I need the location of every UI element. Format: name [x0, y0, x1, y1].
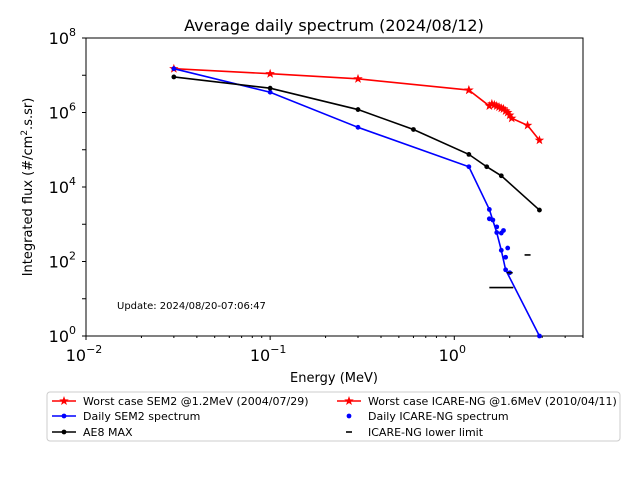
- star-marker: [484, 100, 495, 110]
- dot-marker: [494, 230, 500, 235]
- legend-dot: [61, 413, 67, 419]
- star-marker: [502, 107, 513, 117]
- dot-marker: [498, 173, 504, 179]
- dot-marker: [267, 85, 273, 91]
- legend-entry-0: Worst case SEM2 @1.2MeV (2004/07/29): [52, 395, 308, 408]
- legend-label: Worst case ICARE-NG @1.6MeV (2010/04/11): [368, 395, 617, 408]
- dot-marker: [171, 74, 177, 80]
- legend-entry-4: AE8 MAX: [52, 426, 133, 439]
- tick-label-exponent: −2: [86, 343, 102, 356]
- chart-marks: [169, 63, 545, 339]
- dot-marker: [505, 245, 511, 251]
- dot-marker: [537, 207, 542, 213]
- tick-label-exponent: 0: [459, 343, 466, 356]
- tick-label-exponent: 4: [69, 175, 76, 188]
- dot-marker: [503, 254, 509, 260]
- legend-label: Daily ICARE-NG spectrum: [368, 410, 509, 423]
- star-marker: [498, 103, 509, 113]
- star-marker: [265, 68, 275, 78]
- x-tick-label: 100: [439, 343, 466, 365]
- y-tick-label: 106: [49, 101, 76, 123]
- y-axis-label-tail: .s.sr): [21, 98, 36, 130]
- y-tick-label: 102: [49, 250, 76, 272]
- series-4: [171, 74, 542, 213]
- x-tick-label: 10−2: [66, 343, 103, 365]
- series-3: [486, 216, 513, 276]
- y-axis-label-main: Integrated flux (#/cm: [21, 136, 36, 277]
- legend-label: AE8 MAX: [83, 426, 133, 439]
- star-marker: [464, 85, 474, 95]
- legend-label: Daily SEM2 spectrum: [83, 410, 200, 423]
- legend-dot: [346, 413, 352, 419]
- series-2: [171, 66, 542, 339]
- dot-marker: [486, 207, 492, 212]
- legend-frame: [46, 391, 621, 442]
- y-axis-label: Integrated flux (#/cm2.s.sr): [20, 98, 36, 277]
- legend-entry-1: Worst case ICARE-NG @1.6MeV (2010/04/11): [337, 395, 617, 408]
- tick-label-base: 10: [66, 346, 86, 365]
- legend-star: [59, 396, 69, 406]
- series-5: [489, 254, 531, 289]
- tick-label-exponent: −1: [270, 343, 286, 356]
- tick-label-base: 10: [49, 178, 69, 197]
- dot-marker: [466, 164, 472, 170]
- dot-marker: [494, 224, 500, 230]
- tick-label-base: 10: [49, 253, 69, 272]
- legend: Worst case SEM2 @1.2MeV (2004/07/29) Wors…: [46, 391, 621, 442]
- star-marker: [522, 120, 533, 130]
- tick-label-exponent: 8: [69, 26, 76, 39]
- series-line: [173, 76, 540, 211]
- tick-label-base: 10: [49, 29, 69, 48]
- chart-title: Average daily spectrum (2024/08/12): [184, 16, 484, 35]
- tick-label-base: 10: [439, 346, 459, 365]
- legend-entry-2: Daily SEM2 spectrum: [52, 410, 200, 423]
- dot-marker: [355, 124, 361, 130]
- legend-label: Worst case SEM2 @1.2MeV (2004/07/29): [83, 395, 308, 408]
- star-marker: [353, 73, 363, 83]
- dot-marker: [411, 127, 416, 132]
- series-line: [173, 67, 469, 91]
- dot-marker: [466, 152, 472, 157]
- star-marker: [534, 135, 545, 145]
- dot-marker: [490, 217, 496, 223]
- y-axis-label-superscript: 2: [20, 130, 30, 136]
- legend-entries: Worst case SEM2 @1.2MeV (2004/07/29) Wors…: [52, 395, 617, 439]
- update-annotation: Update: 2024/08/20-07:06:47: [117, 301, 266, 312]
- dot-marker: [171, 66, 177, 72]
- tick-label-base: 10: [250, 346, 270, 365]
- y-tick-label: 104: [49, 175, 76, 197]
- tick-label-exponent: 6: [69, 101, 76, 114]
- tick-label-exponent: 2: [69, 250, 76, 263]
- tick-label-base: 10: [49, 104, 69, 123]
- star-marker: [500, 105, 511, 115]
- dot-marker: [503, 267, 509, 273]
- legend-entry-3: Daily ICARE-NG spectrum: [346, 410, 509, 423]
- x-axis-label: Energy (MeV): [290, 371, 378, 386]
- x-tick-label: 10−1: [250, 343, 287, 365]
- dot-marker: [537, 333, 542, 339]
- legend-label: ICARE-NG lower limit: [368, 426, 484, 439]
- star-marker: [494, 102, 504, 112]
- star-marker: [506, 113, 517, 123]
- y-tick-label: 108: [49, 26, 76, 48]
- legend-star: [344, 396, 354, 406]
- star-marker: [504, 110, 515, 120]
- x-axis-ticks: 10−2 10−1 100: [66, 336, 584, 365]
- y-tick-label: 100: [49, 324, 76, 346]
- tick-label-exponent: 0: [69, 324, 76, 337]
- dot-marker: [355, 107, 361, 112]
- dot-marker: [267, 89, 273, 95]
- legend-entry-5: ICARE-NG lower limit: [346, 426, 484, 439]
- tick-label-base: 10: [49, 327, 69, 346]
- dot-marker: [498, 247, 504, 253]
- legend-dot: [61, 429, 67, 435]
- dot-marker: [484, 164, 490, 170]
- dot-marker: [501, 228, 506, 233]
- series-1: [464, 85, 545, 145]
